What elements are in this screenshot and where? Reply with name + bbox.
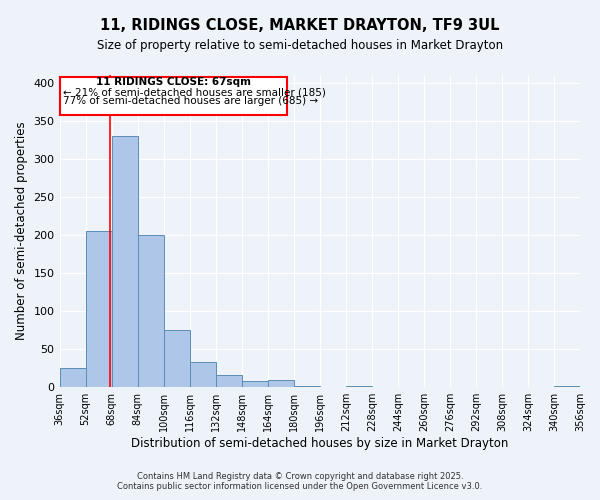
Bar [137,235,164,387]
Bar [112,136,137,387]
Bar [294,386,320,387]
Text: Contains public sector information licensed under the Open Government Licence v3: Contains public sector information licen… [118,482,482,491]
Text: 11 RIDINGS CLOSE: 67sqm: 11 RIDINGS CLOSE: 67sqm [96,78,251,88]
X-axis label: Distribution of semi-detached houses by size in Market Drayton: Distribution of semi-detached houses by … [131,437,508,450]
Text: Size of property relative to semi-detached houses in Market Drayton: Size of property relative to semi-detach… [97,39,503,52]
Text: Contains HM Land Registry data © Crown copyright and database right 2025.: Contains HM Land Registry data © Crown c… [137,472,463,481]
Text: ← 21% of semi-detached houses are smaller (185): ← 21% of semi-detached houses are smalle… [63,87,326,97]
Bar [554,386,580,387]
Bar [242,381,268,387]
Text: 77% of semi-detached houses are larger (685) →: 77% of semi-detached houses are larger (… [63,96,318,106]
Bar [268,380,294,387]
Bar [164,330,190,387]
Bar [215,375,242,387]
FancyBboxPatch shape [61,76,287,114]
Bar [59,368,86,387]
Y-axis label: Number of semi-detached properties: Number of semi-detached properties [15,122,28,340]
Bar [190,362,215,387]
Bar [346,386,372,387]
Text: 11, RIDINGS CLOSE, MARKET DRAYTON, TF9 3UL: 11, RIDINGS CLOSE, MARKET DRAYTON, TF9 3… [100,18,500,32]
Bar [86,231,112,387]
